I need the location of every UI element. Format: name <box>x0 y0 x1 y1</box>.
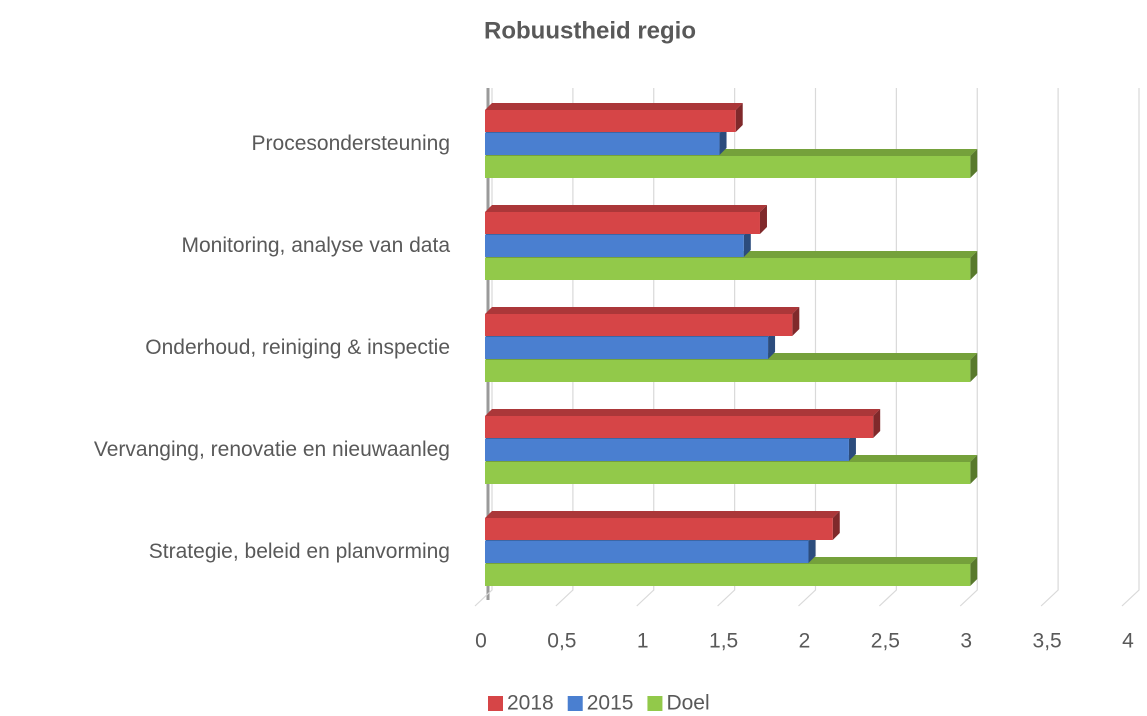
bar <box>485 212 760 234</box>
bar-side <box>743 228 751 257</box>
chart-title: Robuustheid regio <box>484 17 696 44</box>
bar-side <box>792 307 800 336</box>
legend-swatch <box>488 696 503 711</box>
bar <box>485 518 833 540</box>
bar <box>485 337 769 359</box>
bar-side <box>970 353 978 382</box>
bar <box>485 258 971 280</box>
bar <box>485 564 971 586</box>
x-tick-label: 2 <box>799 630 811 653</box>
legend-label: 2015 <box>587 692 634 715</box>
bar-top <box>485 409 881 416</box>
legend-label: Doel <box>666 692 709 715</box>
x-tick-label: 0,5 <box>547 630 576 653</box>
bar-top <box>485 307 800 314</box>
x-tick-label: 0 <box>475 630 487 653</box>
bar <box>485 156 971 178</box>
bar <box>485 462 971 484</box>
bar <box>485 541 809 563</box>
category-label: Procesondersteuning <box>252 132 450 155</box>
bar-top <box>485 103 743 110</box>
category-label: Strategie, beleid en planvorming <box>149 540 450 563</box>
bar-side <box>970 455 978 484</box>
x-tick-label: 2,5 <box>871 630 900 653</box>
bar <box>485 416 874 438</box>
bar-side <box>970 149 978 178</box>
bar-side <box>768 330 776 359</box>
bar-side <box>970 251 978 280</box>
bar-side <box>719 126 727 155</box>
bar <box>485 235 744 257</box>
bar <box>485 439 849 461</box>
category-label: Vervanging, renovatie en nieuwaanleg <box>94 438 450 461</box>
bar <box>485 360 971 382</box>
bar-top <box>485 205 767 212</box>
bar-top <box>485 511 840 518</box>
x-tick-label: 3 <box>960 630 972 653</box>
bar <box>485 110 736 132</box>
bar-side <box>759 205 767 234</box>
x-tick-label: 3,5 <box>1033 630 1062 653</box>
bar-side <box>832 511 840 540</box>
grid-line <box>1040 88 1059 607</box>
x-tick-label: 1 <box>637 630 649 653</box>
bar-side <box>873 409 881 438</box>
legend-swatch <box>647 696 663 711</box>
bar-side <box>848 432 856 461</box>
grid-line <box>1121 88 1140 607</box>
bar <box>485 133 720 155</box>
bar-side <box>808 534 816 563</box>
legend-label: 2018 <box>507 692 554 715</box>
legend-swatch <box>567 696 583 711</box>
x-tick-label: 4 <box>1122 630 1134 653</box>
category-label: Onderhoud, reiniging & inspectie <box>145 336 450 359</box>
x-tick-label: 1,5 <box>709 630 738 653</box>
category-label: Monitoring, analyse van data <box>182 234 451 257</box>
bar <box>485 314 793 336</box>
bar-side <box>735 103 743 132</box>
bar-side <box>970 557 978 586</box>
